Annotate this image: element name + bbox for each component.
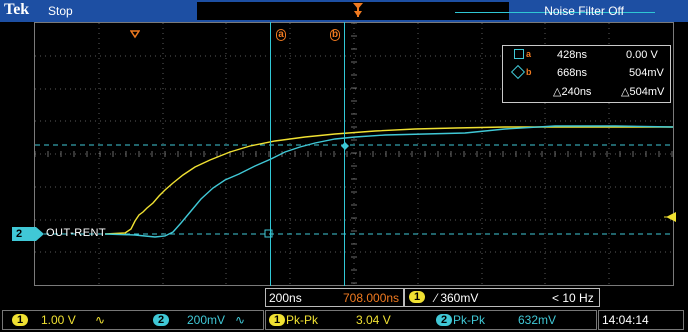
- ch1-coupling-icon: ∿: [95, 313, 106, 327]
- record-window-line: [455, 12, 655, 13]
- ch1-badge: 1: [12, 314, 29, 326]
- ch2-waveform: [104, 125, 673, 238]
- ch2-badge: 2: [153, 314, 170, 326]
- cursor-b-diamond-marker: [341, 142, 349, 150]
- trigger-frequency: < 10 Hz: [552, 291, 594, 305]
- cursor-a-time: 428ns: [557, 49, 587, 61]
- cursor-a-square-marker: [264, 229, 273, 238]
- cursor-b-line[interactable]: [344, 22, 345, 286]
- time-position: 708.000ns: [343, 291, 400, 305]
- ch2-scale: 200mV: [187, 313, 226, 327]
- cursor-a-tag: a: [526, 49, 532, 59]
- cursor-readout-panel[interactable]: a 428ns 0.00 V b 668ns 504mV △240ns △504…: [502, 45, 671, 103]
- waveform-display: [35, 23, 673, 285]
- trigger-level-icon[interactable]: [664, 212, 676, 222]
- noise-filter-status[interactable]: Noise Filter Off: [544, 4, 624, 18]
- meas1-badge: 1: [269, 314, 286, 326]
- meas2-badge: 2: [436, 314, 453, 326]
- clock-box: 14:04:14: [598, 310, 684, 330]
- clock-time: 14:04:14: [602, 313, 649, 327]
- bottom-status-area: 200ns 708.000ns 1 ⁄ 360mV < 10 Hz 1 1.00…: [0, 287, 688, 332]
- grid-lines: [35, 23, 673, 285]
- cursor-b-readout: b 668ns 504mV: [503, 64, 670, 83]
- cursor-delta-readout: △240ns △504mV: [503, 85, 670, 101]
- ch2-marker-number: 2: [16, 228, 23, 240]
- delta-volt: △504mV: [621, 86, 665, 98]
- trigger-box[interactable]: 1 ⁄ 360mV < 10 Hz: [404, 288, 600, 307]
- meas1-value: 3.04 V: [356, 313, 391, 327]
- ch2-ground-marker-icon[interactable]: [12, 227, 46, 241]
- trigger-channel-badge: 1: [409, 291, 426, 303]
- cursor-b-time: 668ns: [557, 67, 587, 79]
- top-status-bar: Tek Stop Noise Filter Off: [0, 0, 688, 22]
- timebase-box[interactable]: 200ns 708.000ns: [265, 288, 404, 307]
- ch2-waveform-label: OUT-RENT: [46, 227, 107, 239]
- meas2-value: 632mV: [518, 313, 557, 327]
- cursor-a-marker: a: [276, 29, 286, 41]
- diamond-icon: [510, 64, 526, 80]
- trigger-position-icon[interactable]: [351, 2, 365, 18]
- ch1-waveform: [104, 126, 673, 235]
- meas1-label: Pk-Pk: [286, 313, 319, 327]
- brand-logo: Tek: [4, 1, 30, 18]
- square-icon: [514, 49, 524, 59]
- ch1-scale: 1.00 V: [41, 313, 76, 327]
- measurement-box[interactable]: 1 Pk-Pk 3.04 V 2 Pk-Pk 632mV: [265, 310, 597, 330]
- record-view-bar[interactable]: [197, 2, 655, 20]
- trigger-slope-level: ⁄ 360mV: [435, 291, 479, 305]
- cursor-b-volt: 504mV: [629, 67, 664, 79]
- delta-time: △240ns: [553, 86, 592, 98]
- cursor-b-marker: b: [330, 29, 340, 41]
- time-scale: 200ns: [269, 291, 302, 305]
- acquisition-status[interactable]: Stop: [48, 4, 73, 18]
- cursor-a-volt: 0.00 V: [626, 49, 658, 61]
- channel-scale-box[interactable]: 1 1.00 V ∿ 2 200mV ∿: [2, 310, 264, 330]
- ch2-coupling-icon: ∿: [235, 313, 246, 327]
- cursor-a-line[interactable]: [270, 22, 271, 286]
- ch1-trigger-marker-icon: [130, 30, 140, 39]
- cursor-a-readout: a 428ns 0.00 V: [503, 49, 670, 65]
- meas2-label: Pk-Pk: [453, 313, 486, 327]
- cursor-b-tag: b: [526, 67, 532, 77]
